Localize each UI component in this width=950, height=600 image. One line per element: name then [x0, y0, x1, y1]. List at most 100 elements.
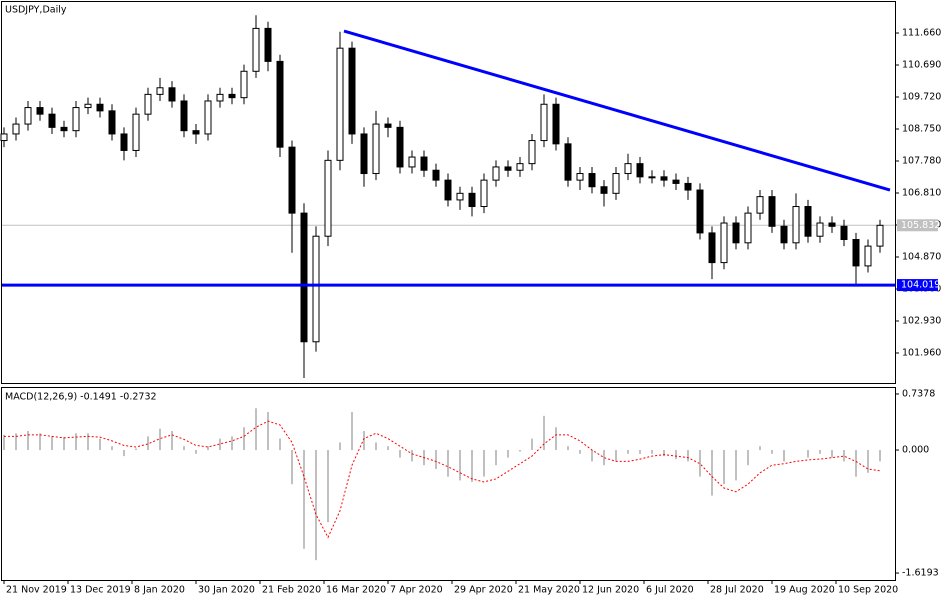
x-tick-label: 21 Feb 2020: [262, 585, 321, 596]
x-tick-label: 16 Mar 2020: [326, 585, 386, 596]
candle-body: [540, 103, 548, 142]
candle-body: [720, 222, 728, 264]
candle-body: [420, 156, 428, 171]
candle-body: [600, 186, 608, 194]
candle-body: [528, 140, 536, 165]
candle-body: [204, 100, 212, 135]
candle-body: [108, 110, 116, 135]
candle-body: [36, 107, 44, 115]
candle-body: [132, 113, 140, 151]
y-tick-label: -1.6193: [902, 568, 939, 579]
candle-body: [876, 224, 884, 247]
candle-body: [804, 206, 812, 237]
candle-body: [336, 47, 344, 161]
candle-body: [780, 225, 788, 244]
candle-body: [744, 212, 752, 244]
x-tick-label: 21 May 2020: [518, 585, 580, 596]
candle-body: [468, 192, 476, 208]
candle-body: [840, 225, 848, 241]
candle-body: [120, 133, 128, 151]
candle-body: [84, 103, 92, 109]
candle-body: [504, 166, 512, 171]
candle-body: [264, 27, 272, 62]
candle-body: [768, 196, 776, 227]
x-tick-label: 29 Apr 2020: [454, 585, 513, 596]
candle-body: [792, 206, 800, 244]
candle-body: [696, 189, 704, 234]
candle-body: [180, 100, 188, 132]
support-price-label: 104.019: [901, 280, 940, 291]
candle-body: [72, 107, 80, 132]
candle-body: [480, 179, 488, 208]
candle-body: [60, 126, 68, 132]
y-tick-label: 110.690: [902, 60, 941, 71]
candle-body: [372, 123, 380, 175]
candle-body: [156, 87, 164, 95]
candle-body: [852, 239, 860, 267]
candle-body: [384, 123, 392, 128]
candle-body: [252, 27, 260, 72]
candle-body: [312, 235, 320, 343]
candle-body: [396, 126, 404, 168]
candle-body: [276, 60, 284, 148]
candle-body: [672, 179, 680, 184]
candle-body: [516, 163, 524, 171]
candle-body: [432, 169, 440, 181]
candle-body: [48, 113, 56, 128]
candle-body: [612, 173, 620, 194]
y-tick-label: 104.870: [902, 251, 941, 262]
candle-body: [216, 93, 224, 102]
candle-body: [12, 123, 20, 135]
x-tick-label: 7 Apr 2020: [390, 585, 443, 596]
y-tick-label: 106.810: [902, 188, 941, 199]
candle-body: [636, 163, 644, 178]
trend-line: [343, 29, 891, 192]
candle-body: [828, 222, 836, 227]
x-tick-label: 21 Nov 2019: [6, 585, 67, 596]
current-price-label: 105.832: [901, 220, 940, 231]
candle-body: [624, 163, 632, 175]
candle-body: [0, 133, 8, 142]
candle-body: [588, 173, 596, 188]
x-tick-label: 12 Jun 2020: [582, 585, 639, 596]
candle-body: [456, 192, 464, 201]
y-tick-label: 108.750: [902, 124, 941, 135]
candle-body: [300, 212, 308, 343]
candle-body: [576, 173, 584, 181]
chart-title: USDJPY,Daily: [5, 5, 67, 16]
candle-body: [444, 179, 452, 201]
candle-body: [192, 130, 200, 135]
candle-body: [240, 70, 248, 99]
candle-body: [228, 93, 236, 99]
x-tick-label: 13 Dec 2019: [70, 585, 131, 596]
candle-body: [348, 47, 356, 135]
x-tick-label: 6 Jul 2020: [646, 585, 694, 596]
candle-body: [684, 182, 692, 191]
y-tick-label: 111.660: [902, 28, 941, 39]
candle-body: [732, 222, 740, 244]
candle-body: [324, 159, 332, 237]
candle-body: [408, 156, 416, 168]
x-tick-label: 30 Jan 2020: [198, 585, 255, 596]
candle-body: [648, 176, 656, 179]
y-tick-label: 102.930: [902, 315, 941, 326]
y-tick-label: 0.7378: [902, 388, 935, 399]
x-tick-label: 10 Sep 2020: [838, 585, 898, 596]
candle-body: [168, 87, 176, 102]
candle-body: [552, 103, 560, 145]
y-tick-label: 101.960: [902, 347, 941, 358]
candle-body: [288, 146, 296, 214]
candle-body: [708, 232, 716, 264]
y-tick-label: 107.780: [902, 156, 941, 167]
candle-body: [660, 176, 668, 181]
candle-body: [816, 222, 824, 237]
candle-body: [864, 245, 872, 267]
candle-body: [360, 133, 368, 175]
candle-body: [96, 103, 104, 112]
macd-title: MACD(12,26,9) -0.1491 -0.2732: [5, 392, 157, 403]
candle-body: [492, 166, 500, 181]
macd-panel: [1, 387, 896, 581]
candle-body: [564, 143, 572, 181]
